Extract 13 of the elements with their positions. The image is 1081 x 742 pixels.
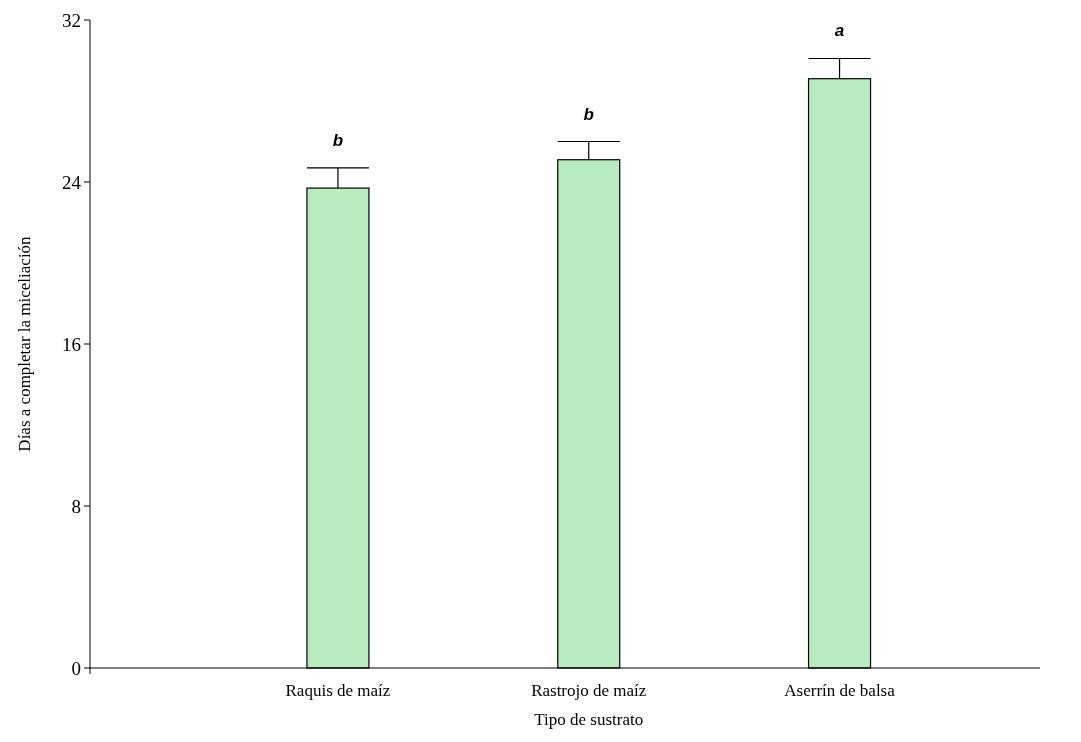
y-axis-title: Días a completar la miceliación [15,235,34,452]
x-tick-label: Raquis de maíz [285,681,391,700]
y-tick-label: 16 [62,333,81,355]
annotation: b [332,130,344,150]
annotation: a [834,21,845,41]
x-tick-label: Rastrojo de maíz [531,681,647,700]
y-tick-label: 8 [71,495,81,517]
y-tick-label: 24 [62,171,82,193]
y-tick-label: 0 [71,657,81,679]
y-tick-label: 32 [62,9,81,31]
x-tick-label: Aserrín de balsa [784,681,896,700]
x-axis-title: Tipo de sustrato [534,710,644,729]
annotation: b [583,104,594,124]
